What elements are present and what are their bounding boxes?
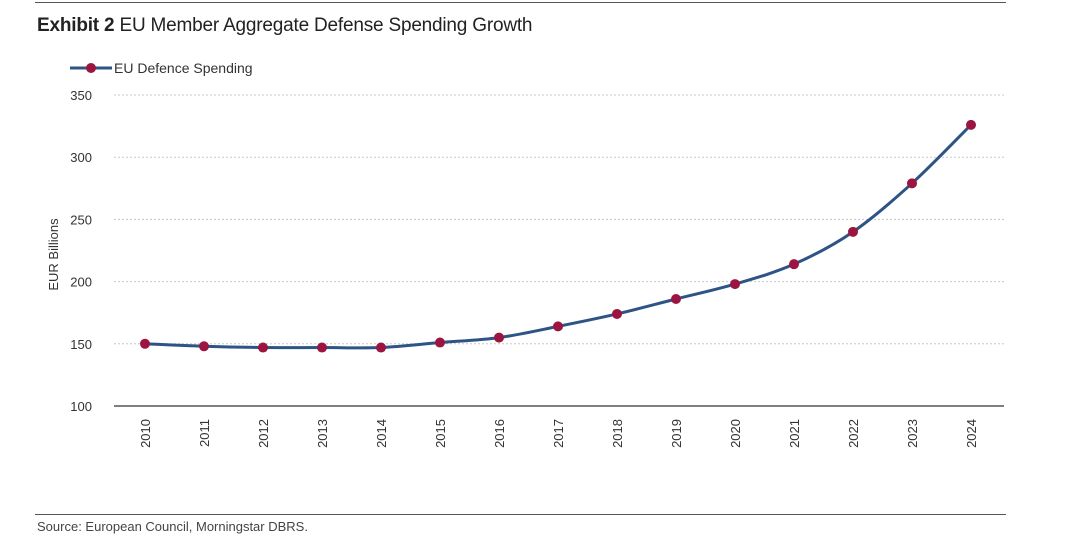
data-point-2017 [553,321,563,332]
data-point-2012 [258,342,268,353]
data-point-2011 [199,341,209,352]
y-tick-label-350: 350 [70,88,92,103]
y-tick-label-200: 200 [70,275,92,290]
data-point-2020 [730,279,740,290]
data-point-2018 [612,308,622,319]
x-tick-label-2010: 2010 [138,419,153,448]
x-tick-label-2015: 2015 [433,419,448,448]
data-point-2014 [376,342,386,353]
data-point-2022 [848,226,858,237]
y-tick-label-300: 300 [70,150,92,165]
chart-title: Exhibit 2 EU Member Aggregate Defense Sp… [37,15,532,37]
data-point-2016 [494,332,504,343]
bottom-rule [35,514,1006,515]
source-note: Source: European Council, Morningstar DB… [37,519,308,534]
y-tick-label-100: 100 [70,399,92,414]
data-point-2023 [907,178,917,189]
exhibit-label: Exhibit 2 [37,15,115,36]
y-tick-label-150: 150 [70,337,92,352]
data-point-2010 [140,338,150,349]
x-tick-label-2011: 2011 [197,419,212,447]
x-tick-label-2018: 2018 [610,419,625,448]
title-text: EU Member Aggregate Defense Spending Gro… [119,15,533,36]
top-rule [35,2,1006,3]
series-line-eu-defence-spending [144,123,973,350]
x-tick-label-2021: 2021 [787,419,802,448]
data-point-2019 [671,294,681,305]
x-tick-label-2016: 2016 [492,419,507,448]
data-point-2024 [966,119,976,130]
x-tick-label-2023: 2023 [905,419,920,448]
legend-label: EU Defence Spending [114,60,253,76]
x-tick-label-2020: 2020 [728,419,743,448]
data-point-2015 [435,337,445,348]
x-tick-label-2013: 2013 [315,419,330,448]
x-tick-label-2012: 2012 [256,419,271,448]
y-axis-label: EUR Billions [46,218,61,291]
data-point-2013 [317,342,327,353]
data-point-2021 [789,259,799,270]
x-tick-label-2017: 2017 [551,419,566,448]
x-tick-label-2019: 2019 [669,419,684,448]
x-tick-label-2024: 2024 [964,419,979,448]
x-tick-label-2022: 2022 [846,419,861,448]
y-tick-label-250: 250 [70,212,92,227]
x-tick-label-2014: 2014 [374,419,389,448]
legend-marker [86,63,96,73]
